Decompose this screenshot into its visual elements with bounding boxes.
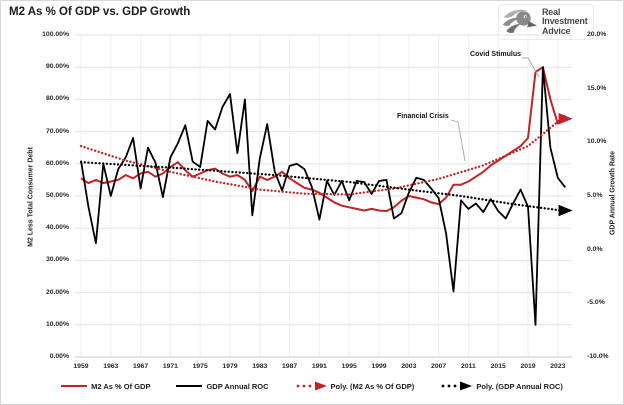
right-axis-title: GDP Annual Growth Rate: [609, 150, 617, 236]
annotation-financial-crisis: Financial Crisis: [397, 113, 449, 120]
gdp-annual-roc-line: [80, 66, 567, 326]
left-axis-tick: 100.00%: [42, 31, 69, 38]
right-axis-tick: 20.0%: [587, 31, 607, 38]
brand-logo: Real Investment Advice: [498, 4, 594, 40]
legend-label: Poly. (M2 As % Of GDP): [330, 381, 415, 391]
x-axis-tick: 1991: [311, 363, 327, 370]
right-axis-tick: -10.0%: [587, 353, 609, 360]
x-axis-tick: 2007: [431, 363, 447, 370]
x-axis-tick: 2015: [490, 363, 506, 370]
x-axis-tick: 2019: [520, 363, 536, 370]
x-axis-tick: 1995: [341, 363, 357, 370]
right-axis-tick: 0.0%: [587, 245, 603, 253]
legend-label: Poly. (GDP Annual ROC): [476, 381, 563, 391]
legend-item-poly-gdp: Poly. (GDP Annual ROC): [440, 380, 563, 392]
black-dotted-arrow-swatch: [441, 381, 473, 391]
x-axis-tick: 1967: [133, 363, 149, 370]
left-axis-tick: 20.00%: [45, 288, 69, 296]
legend-item-m2: M2 As % Of GDP: [61, 382, 150, 391]
red-dotted-arrow-swatch: [296, 381, 327, 391]
x-axis-tick: 2003: [401, 363, 417, 370]
x-axis-tick: 1963: [103, 363, 119, 370]
left-axis-tick: 0.00%: [49, 353, 69, 360]
left-axis-tick: 50.00%: [45, 192, 69, 199]
x-axis-tick: 1959: [73, 363, 89, 370]
x-axis-tick: 1983: [252, 363, 268, 370]
financial-crisis-leader-line: [450, 119, 466, 162]
m2-pct-gdp-line: [80, 66, 567, 213]
red-line-swatch: [61, 385, 88, 387]
left-axis-tick: 30.00%: [45, 256, 69, 264]
right-axis-tick: 5.0%: [587, 192, 603, 199]
eagle-icon: [502, 9, 537, 34]
left-axis-tick: 90.00%: [45, 63, 69, 71]
brand-line-3: Advice: [542, 25, 571, 36]
black-line-swatch: [176, 385, 203, 387]
x-axis-tick: 2011: [461, 363, 476, 370]
left-axis-tick: 60.00%: [45, 159, 69, 167]
right-axis-tick: 10.0%: [587, 138, 607, 146]
left-axis-title: M2 Less Total Consumer Debt: [27, 147, 35, 247]
right-axis-tick: -5.0%: [587, 299, 605, 307]
left-axis-tick: 80.00%: [45, 95, 69, 103]
x-axis-tick: 1975: [192, 363, 208, 370]
covid-leader-line: [522, 57, 540, 78]
right-axis-tick: 15.0%: [587, 84, 607, 92]
left-axis-tick: 70.00%: [45, 127, 69, 135]
x-axis-tick: 1971: [162, 363, 178, 370]
poly-gdp-arrowhead: [558, 204, 573, 217]
legend-label: GDP Annual ROC: [206, 381, 269, 391]
legend-item-poly-m2: Poly. (M2 As % Of GDP): [295, 380, 415, 392]
brand-line-1: Real: [542, 6, 561, 17]
poly-gdp-line: [79, 161, 563, 212]
brand-name: Real Investment Advice: [542, 6, 588, 37]
chart-title: M2 As % Of GDP vs. GDP Growth: [9, 6, 191, 18]
x-axis-tick: 1999: [371, 363, 387, 370]
legend-label: M2 As % Of GDP: [91, 381, 151, 391]
legend-item-gdp-roc: GDP Annual ROC: [176, 381, 269, 391]
chart-legend: M2 As % Of GDP GDP Annual ROC Poly. (M2 …: [1, 380, 623, 392]
x-axis-tick: 1987: [282, 363, 298, 370]
brand-line-2: Investment: [542, 16, 588, 27]
x-axis-tick: 1979: [222, 363, 238, 370]
poly-m2-arrowhead: [558, 113, 573, 125]
poly-m2-line: [79, 117, 563, 196]
annotation-covid-stimulus: Covid Stimulus: [470, 51, 521, 58]
x-axis-tick: 2023: [550, 363, 566, 370]
left-axis-tick: 10.00%: [45, 320, 69, 328]
left-axis-tick: 40.00%: [45, 224, 69, 232]
